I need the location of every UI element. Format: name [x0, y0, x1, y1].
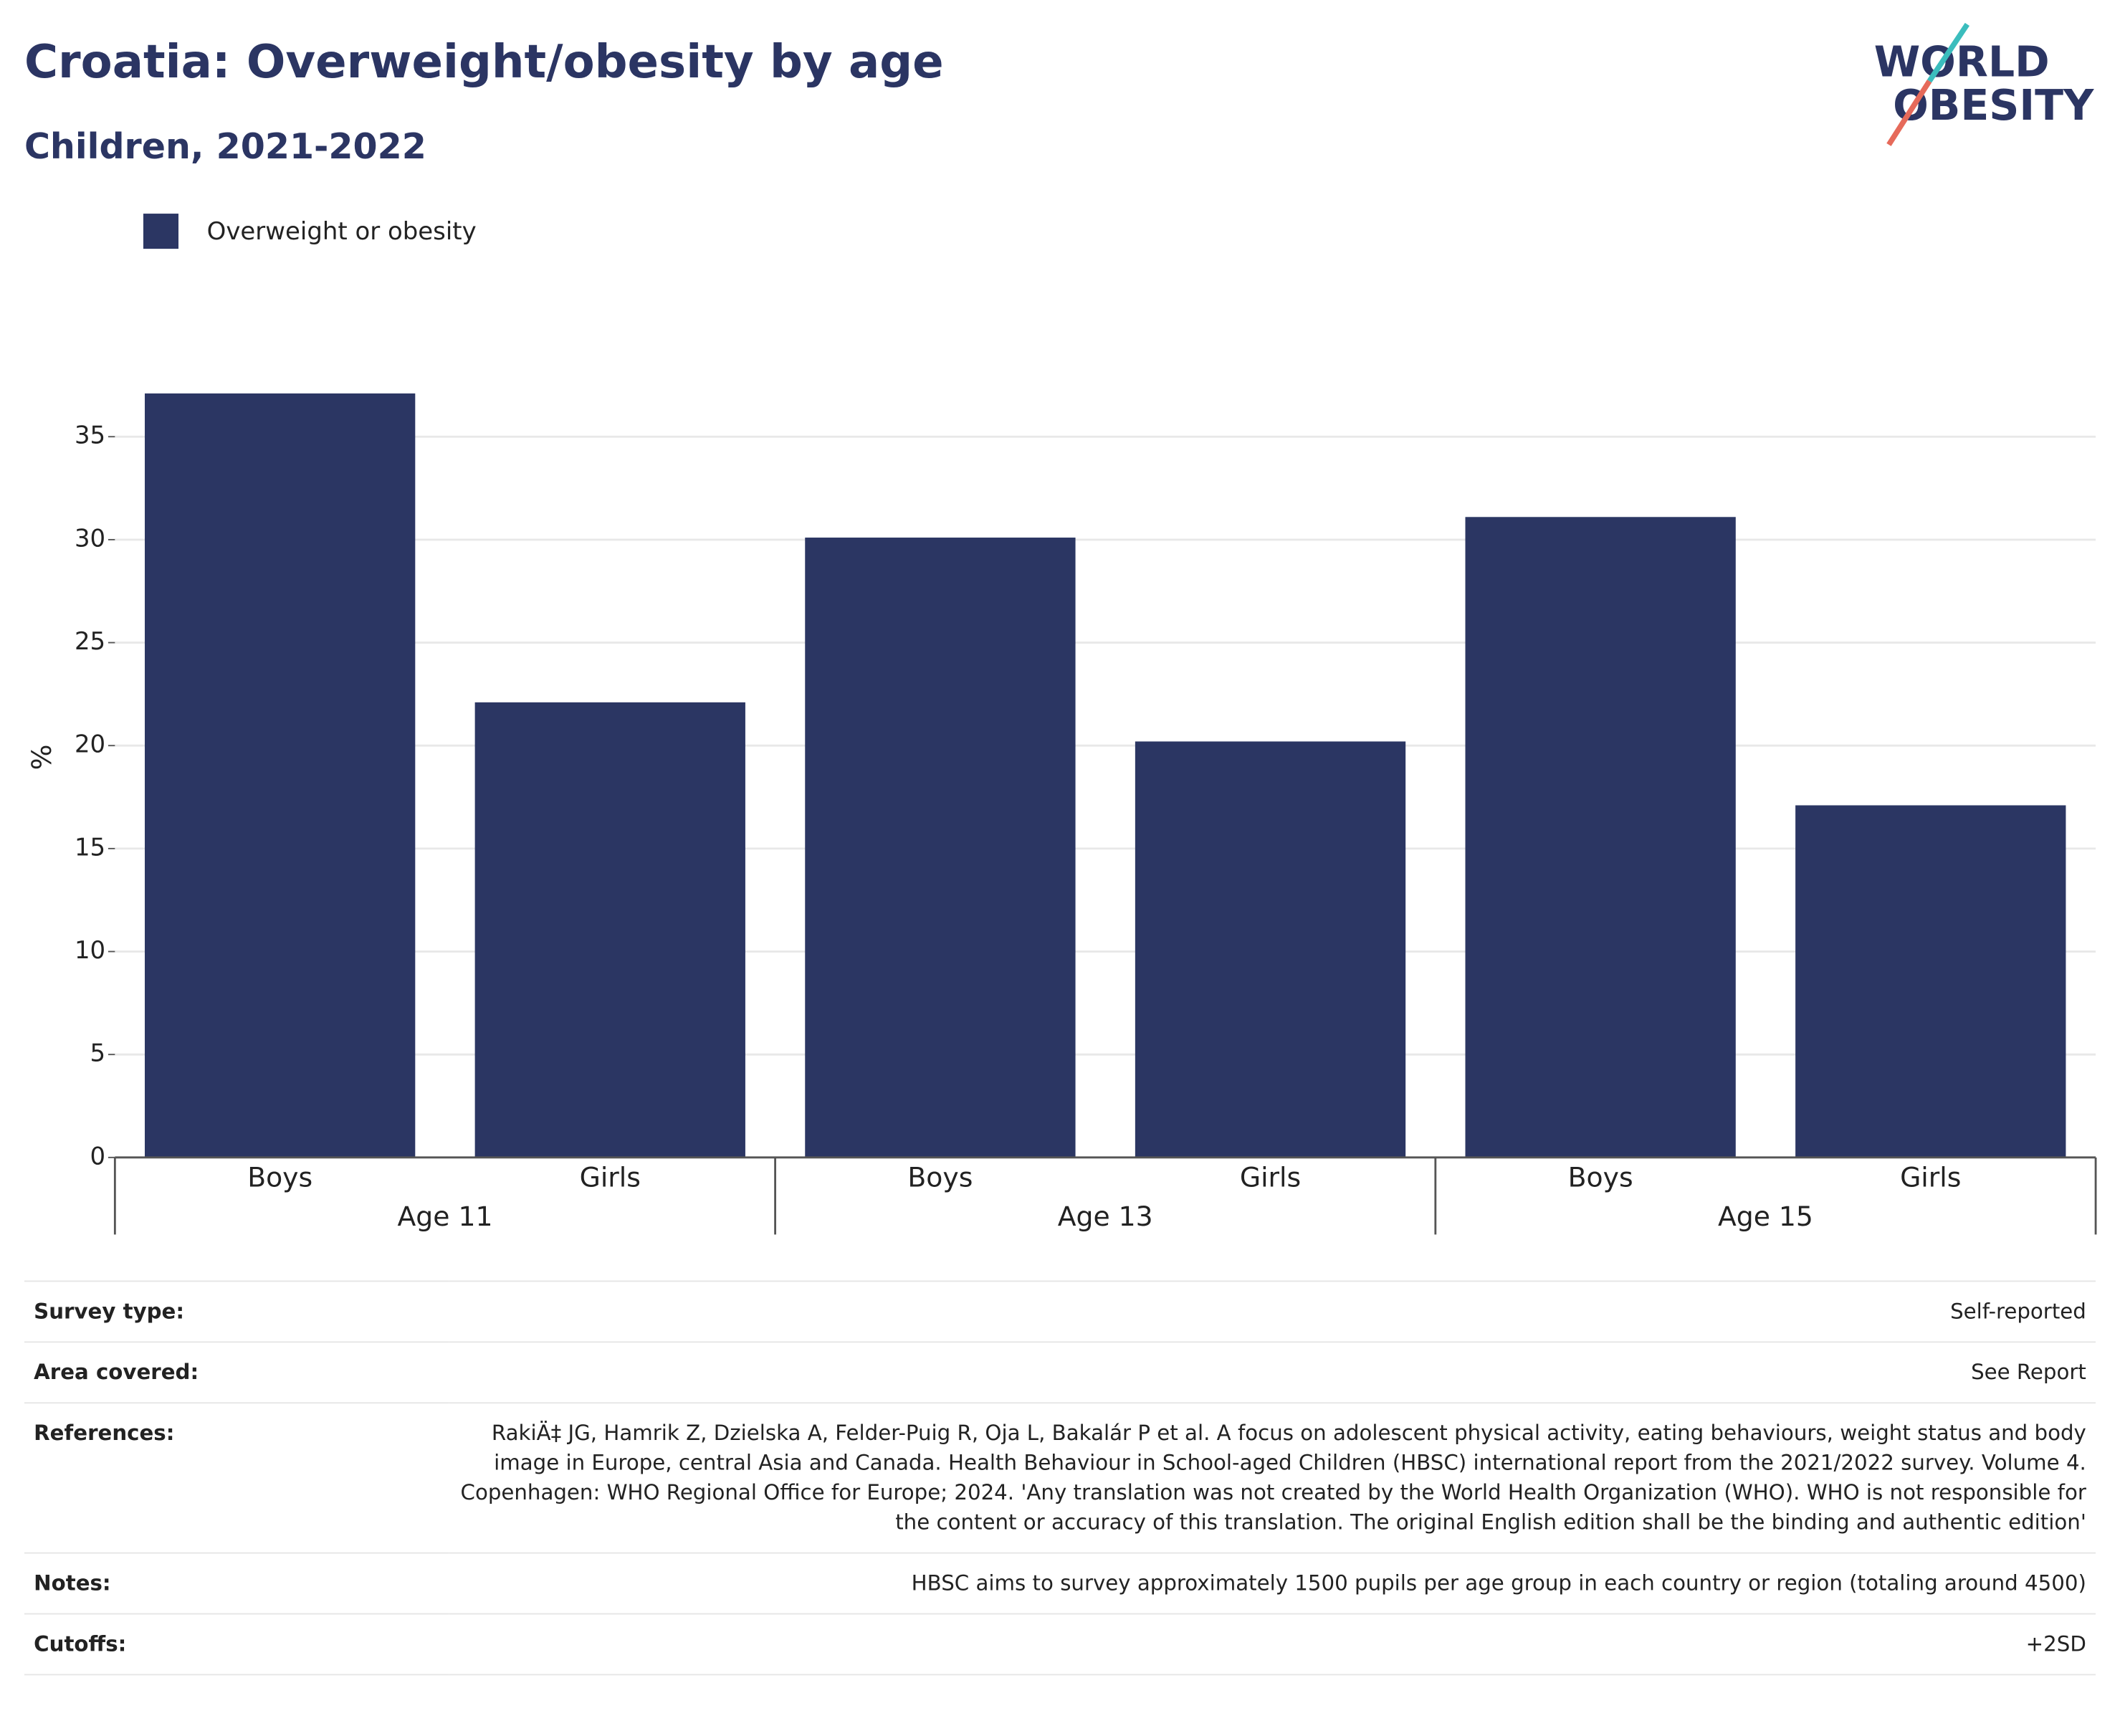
- y-axis-label: %: [26, 745, 57, 771]
- info-row: References: RakiÄ‡ JG, Hamrik Z, Dzielska…: [24, 1402, 2096, 1554]
- info-value: Self-reported: [449, 1280, 2096, 1343]
- y-tick-label: 20: [75, 730, 105, 759]
- y-tick-label: 30: [75, 524, 105, 553]
- info-row: Notes: HBSC aims to survey approximately …: [24, 1552, 2096, 1615]
- y-tick-label: 5: [90, 1039, 106, 1068]
- chart-subtitle: Children, 2021-2022: [24, 125, 426, 167]
- bar: [1465, 517, 1736, 1158]
- x-tick-label: Boys: [907, 1162, 973, 1193]
- group-label: Age 13: [1058, 1201, 1153, 1232]
- info-row: Cutoffs: +2SD: [24, 1613, 2096, 1676]
- info-value: See Report: [449, 1341, 2096, 1404]
- info-table: Survey type: Self-reported Area covered: Se…: [24, 1280, 2096, 1676]
- info-value: +2SD: [449, 1613, 2096, 1676]
- y-tick-label: 35: [75, 421, 105, 450]
- bar: [1135, 741, 1406, 1158]
- y-tick-label: 10: [75, 936, 105, 965]
- logo-stroke: [1886, 80, 1932, 146]
- bar: [474, 702, 745, 1158]
- info-key: References:: [24, 1402, 449, 1554]
- x-tick-label: Boys: [1568, 1162, 1633, 1193]
- chart-title: Croatia: Overweight/obesity by age: [24, 35, 944, 89]
- bar: [145, 393, 416, 1158]
- legend-label: Overweight or obesity: [207, 217, 477, 246]
- x-tick-label: Girls: [1240, 1162, 1301, 1193]
- x-tick-label: Girls: [1900, 1162, 1961, 1193]
- group-label: Age 15: [1718, 1201, 1813, 1232]
- info-row: Area covered: See Report: [24, 1341, 2096, 1404]
- group-label: Age 11: [398, 1201, 493, 1232]
- x-tick-label: Boys: [247, 1162, 312, 1193]
- info-value: HBSC aims to survey approximately 1500 p…: [449, 1552, 2096, 1615]
- legend-swatch: [143, 214, 179, 249]
- logo-text: WORLD: [1874, 38, 2050, 87]
- bar: [1795, 805, 2066, 1158]
- y-tick-label: 25: [75, 627, 105, 656]
- info-value: RakiÄ‡ JG, Hamrik Z, Dzielska A, Felder-…: [449, 1402, 2096, 1554]
- info-key: Notes:: [24, 1552, 449, 1615]
- info-key: Survey type:: [24, 1280, 449, 1343]
- y-tick-label: 0: [90, 1142, 106, 1170]
- info-row: Survey type: Self-reported: [24, 1280, 2096, 1343]
- x-tick-label: Girls: [580, 1162, 641, 1193]
- logo-stroke: [1926, 22, 1969, 83]
- chart: Croatia: Overweight/obesity by age Child…: [24, 22, 2097, 1235]
- bar: [805, 538, 1076, 1158]
- info-key: Area covered:: [24, 1341, 449, 1404]
- y-tick-label: 15: [75, 833, 105, 862]
- info-key: Cutoffs:: [24, 1613, 449, 1676]
